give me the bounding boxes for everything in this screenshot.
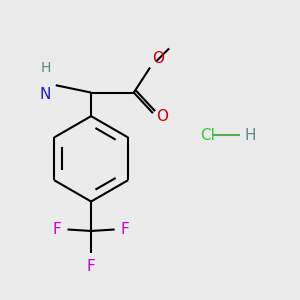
Text: H: H bbox=[244, 128, 256, 143]
Text: F: F bbox=[53, 222, 62, 237]
Text: O: O bbox=[157, 109, 169, 124]
Text: F: F bbox=[87, 259, 95, 274]
Text: F: F bbox=[121, 222, 129, 237]
Text: N: N bbox=[40, 87, 51, 102]
Text: O: O bbox=[152, 51, 164, 66]
Text: Cl: Cl bbox=[200, 128, 215, 143]
Text: H: H bbox=[40, 61, 51, 75]
